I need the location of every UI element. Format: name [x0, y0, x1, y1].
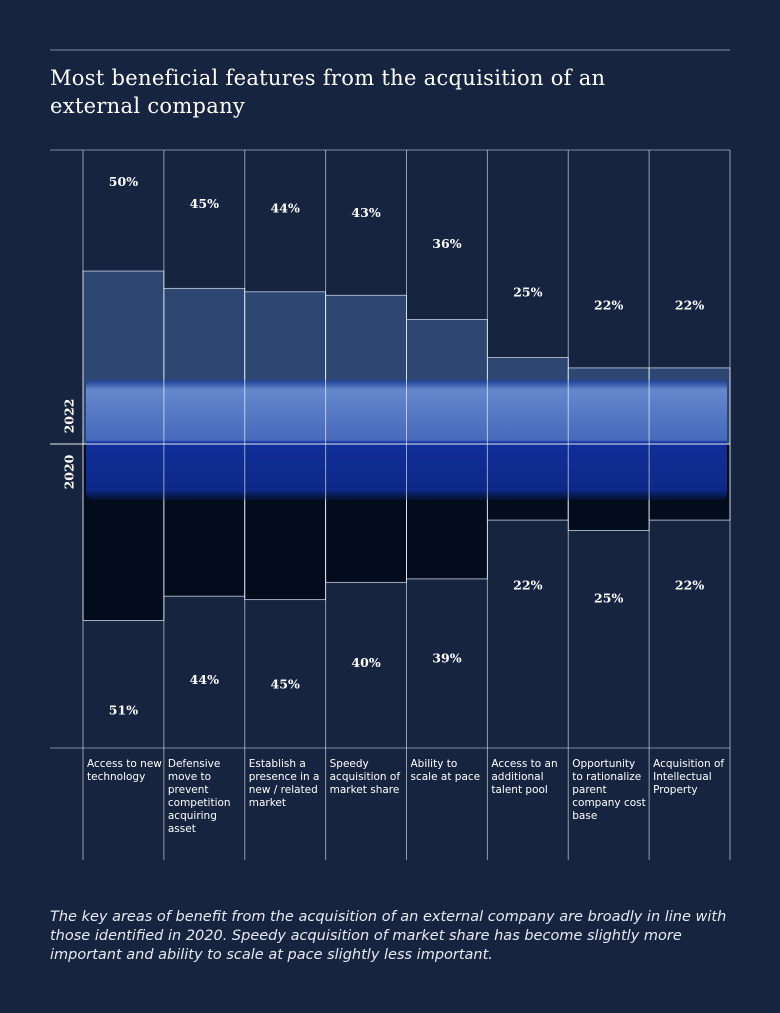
x-tick-label: Speedy acquisition of market share: [329, 758, 401, 796]
value-label: 22%: [675, 298, 704, 313]
chart: 50% 51% Access to new technology 45% 44% Defe…: [50, 49, 731, 860]
value-label: 25%: [513, 284, 542, 299]
category-label-box: Access to new technology: [87, 758, 162, 783]
category-label-box: Speedy acquisition of market share: [329, 758, 401, 796]
chart-title: Most beneficial features from the acquis…: [50, 66, 606, 118]
value-label: 44%: [271, 201, 300, 216]
x-tick-label: Acquisition of Intellectual Property: [653, 758, 725, 796]
value-label: 45%: [190, 196, 219, 211]
legend-label: 2020: [62, 454, 77, 489]
category-label-box: Defensive move to prevent competition ac…: [167, 758, 231, 835]
value-label: 44%: [190, 672, 219, 687]
x-tick-label: Defensive move to prevent competition ac…: [167, 758, 231, 835]
category-label-box: Access to an additional talent pool: [491, 758, 558, 796]
value-label: 43%: [351, 205, 380, 220]
legend-label: 2022: [62, 399, 77, 434]
value-label: 50%: [109, 174, 138, 189]
x-tick-label: Opportunity to rationalize parent compan…: [572, 758, 646, 822]
category-label-box: Opportunity to rationalize parent compan…: [572, 758, 646, 822]
value-label: 22%: [675, 577, 704, 592]
value-label: 22%: [513, 577, 542, 592]
value-label: 22%: [594, 298, 623, 313]
value-label: 36%: [432, 236, 461, 251]
value-label: 39%: [432, 651, 461, 666]
value-label: 51%: [109, 702, 138, 717]
category-label-box: Acquisition of Intellectual Property: [653, 758, 725, 796]
value-label: 25%: [594, 590, 623, 605]
value-label: 40%: [351, 655, 380, 670]
category-label-box: Ability to scale at pace: [410, 758, 481, 783]
category-label-box: Establish a presence in a new / related …: [248, 758, 320, 809]
x-tick-label: Establish a presence in a new / related …: [248, 758, 320, 809]
value-label: 45%: [271, 677, 300, 692]
x-tick-label: Access to an additional talent pool: [491, 758, 558, 796]
x-tick-label: Ability to scale at pace: [410, 758, 481, 783]
caption: The key areas of benefit from the acquis…: [50, 909, 727, 963]
x-tick-label: Access to new technology: [87, 758, 162, 783]
